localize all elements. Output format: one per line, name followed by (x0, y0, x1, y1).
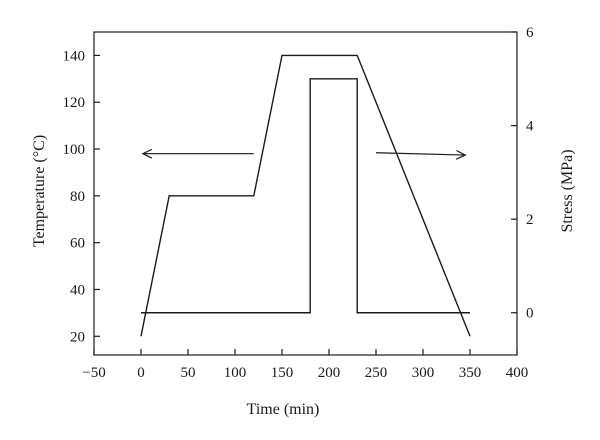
left-y-tick-label: 20 (70, 329, 85, 345)
left-y-tick-label: 100 (63, 142, 86, 158)
x-axis-label: Time (min) (247, 401, 320, 418)
right-y-tick-label: 6 (526, 25, 534, 41)
x-tick-label: 100 (224, 365, 247, 381)
right-arrow-annotation (375, 149, 467, 160)
x-tick-label: 200 (318, 365, 341, 381)
stress-series-line (141, 78, 470, 314)
left-arrow-annotation (141, 148, 254, 159)
right-y-tick-label: 4 (526, 119, 534, 135)
x-axis-ticks: −50 0 50 100 150 200 250 300 350 400 (82, 349, 528, 381)
series-lines (140, 54, 471, 337)
x-tick-label: 150 (271, 365, 294, 381)
x-tick-label: 0 (137, 365, 145, 381)
left-axis-label: Temperature (°C) (31, 135, 48, 247)
arrow-shaft (375, 152, 466, 156)
annotation-arrows (141, 148, 467, 160)
left-y-tick-label: 120 (63, 95, 86, 111)
left-y-tick-label: 80 (70, 189, 85, 205)
x-tick-label: −50 (82, 365, 105, 381)
left-y-tick-label: 140 (63, 48, 86, 64)
x-tick-label: 400 (506, 365, 529, 381)
left-axis-ticks: 20 40 60 80 100 120 140 (63, 48, 100, 345)
x-tick-label: 50 (181, 365, 196, 381)
arrow-head (455, 149, 467, 160)
right-y-tick-label: 0 (526, 306, 534, 322)
plot-border (93, 31, 518, 356)
x-tick-label: 250 (365, 365, 388, 381)
temperature-series-line (140, 54, 471, 337)
arrow-head (141, 148, 153, 159)
right-axis-ticks: 0 2 4 6 (511, 25, 534, 322)
x-tick-label: 350 (459, 365, 482, 381)
left-y-tick-label: 60 (70, 236, 85, 252)
right-y-tick-label: 2 (526, 212, 534, 228)
plot-frame (93, 31, 518, 356)
left-y-tick-label: 40 (70, 282, 85, 298)
right-axis-label: Stress (MPa) (559, 149, 576, 232)
x-tick-label: 300 (412, 365, 435, 381)
